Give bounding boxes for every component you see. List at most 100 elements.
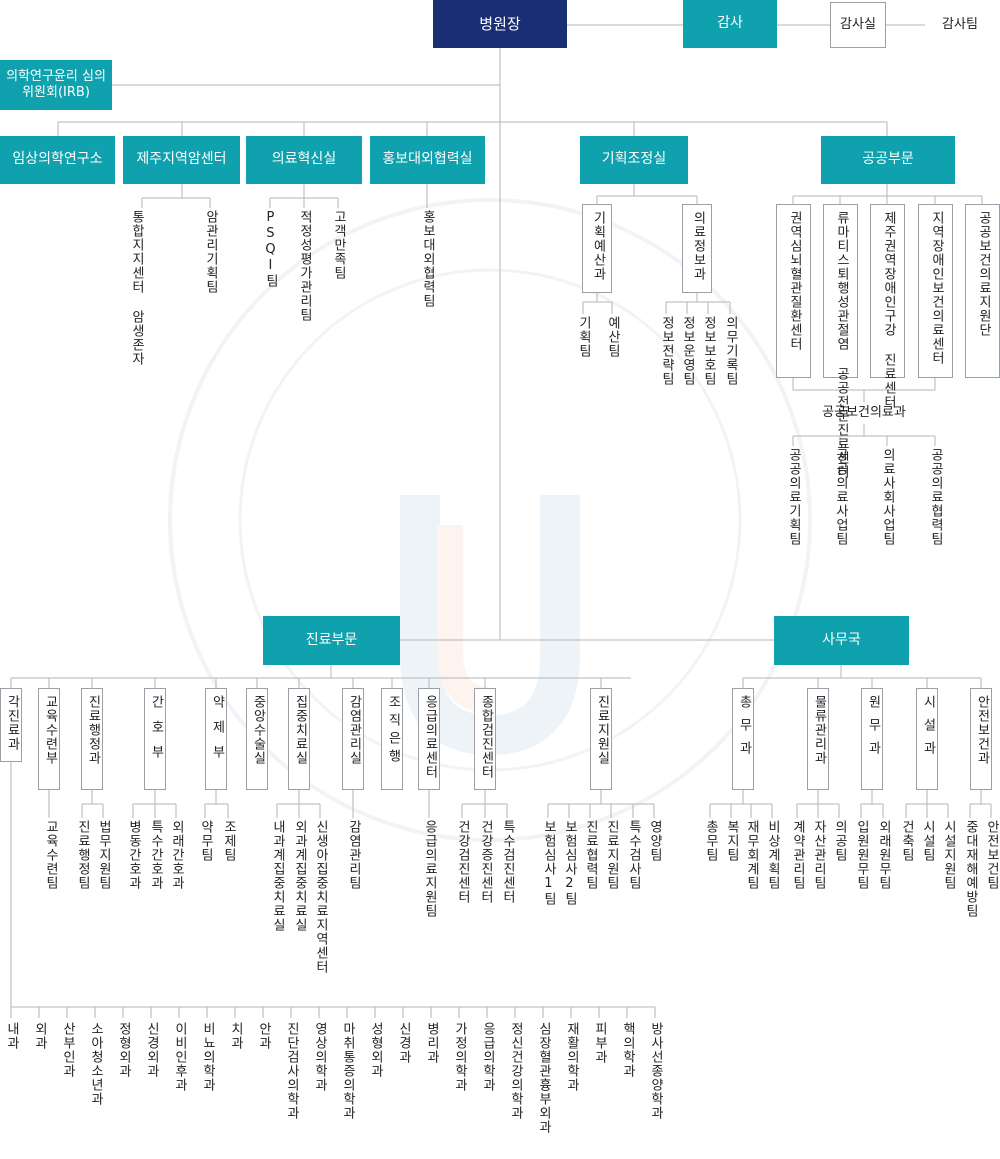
dept-label: 시설과 bbox=[920, 695, 936, 764]
facility-team: 시설팀 bbox=[919, 820, 935, 862]
public-center-disability[interactable]: 지역장애인보건의료센터 bbox=[918, 204, 953, 378]
medical-records-team: 의무기록팀 bbox=[722, 316, 738, 386]
pr-unit: 홍보대외협력팀 bbox=[419, 210, 435, 308]
planning-dept-budget[interactable]: 기획예산과 bbox=[582, 204, 612, 293]
dept-label: 집중치료실 bbox=[292, 695, 308, 765]
planning-dept-info[interactable]: 의료정보과 bbox=[682, 204, 712, 293]
dept-infection[interactable]: 감염관리실 bbox=[342, 688, 364, 790]
clinical-dept-item: 외과 bbox=[31, 1022, 47, 1050]
audit-office-label: 감사실 bbox=[840, 16, 876, 32]
emergency-support-team: 응급의료지원팀 bbox=[421, 820, 437, 918]
dept-emergency[interactable]: 응급의료센터 bbox=[418, 688, 440, 790]
special-checkup-center: 특수검진센터 bbox=[499, 820, 515, 904]
dept-label: 감염관리실 bbox=[346, 695, 362, 765]
ward-nursing-team: 병동간호과 bbox=[125, 820, 141, 890]
dept-safety[interactable]: 안전보건과 bbox=[970, 688, 992, 790]
medical-division-box[interactable]: 진료부문 bbox=[263, 616, 400, 665]
public-center-dental[interactable]: 제주권역장애인구강 진료센터 bbox=[870, 204, 905, 409]
dept-patient-affairs[interactable]: 원무과 bbox=[861, 688, 883, 790]
dept-label: 응급의료센터 bbox=[422, 695, 438, 779]
director-label: 병원장 bbox=[479, 14, 521, 33]
clinical-support-team: 진료지원팀 bbox=[603, 820, 619, 890]
public-center-cardio[interactable]: 권역심뇌혈관질환센터 bbox=[776, 204, 811, 378]
division-clinical-research[interactable]: 임상의학연구소 bbox=[0, 136, 115, 184]
clinical-dept-item: 응급의학과 bbox=[479, 1022, 495, 1092]
dept-checkup[interactable]: 종합검진센터 bbox=[474, 688, 496, 790]
public-team-planning: 공공의료기획팀 bbox=[785, 448, 801, 546]
clinical-dept-item: 가정의학과 bbox=[451, 1022, 467, 1092]
irb-box[interactable]: 의학연구윤리 심의위원회(IRB) bbox=[0, 60, 112, 110]
welfare-team: 복지팀 bbox=[723, 820, 739, 862]
clinical-dept-item: 성형외과 bbox=[367, 1022, 383, 1078]
dept-label: 종합검진센터 bbox=[478, 695, 494, 779]
outpatient-nursing-team: 외래간호과 bbox=[168, 820, 184, 890]
dept-medical-admin[interactable]: 진료행정과 bbox=[81, 688, 103, 790]
general-affairs-team: 총무팀 bbox=[702, 820, 718, 862]
dept-support[interactable]: 진료지원실 bbox=[590, 688, 612, 790]
facility-support-team: 시설지원팀 bbox=[940, 820, 956, 890]
division-innovation[interactable]: 의료혁신실 bbox=[246, 136, 362, 184]
biomedical-team: 의공팀 bbox=[831, 820, 847, 862]
center-label: 제주권역장애인구강 진료센터 bbox=[880, 211, 896, 409]
audit-office-box[interactable]: 감사실 bbox=[830, 2, 886, 48]
irb-label: 의학연구윤리 심의위원회(IRB) bbox=[6, 68, 106, 100]
dept-label: 진료행정과 bbox=[85, 695, 101, 765]
division-label: 공공부문 bbox=[862, 151, 914, 168]
construction-team: 건축팀 bbox=[898, 820, 914, 862]
audit-box[interactable]: 감사 bbox=[683, 0, 777, 48]
admin-office-label: 사무국 bbox=[822, 631, 861, 648]
clinical-dept-item: 치과 bbox=[227, 1022, 243, 1050]
division-cancer-center[interactable]: 제주지역암센터 bbox=[123, 136, 240, 184]
dept-nursing[interactable]: 간호부 bbox=[144, 688, 166, 790]
division-public[interactable]: 공공부문 bbox=[821, 136, 955, 184]
dept-facility[interactable]: 시설과 bbox=[916, 688, 938, 790]
center-label: 지역장애인보건의료센터 bbox=[928, 211, 944, 365]
medical-icu-team: 내과계집중치료실 bbox=[269, 820, 285, 932]
dept-tissue-bank[interactable]: 조직은행 bbox=[381, 688, 403, 790]
admin-office-box[interactable]: 사무국 bbox=[774, 616, 909, 665]
division-planning[interactable]: 기획조정실 bbox=[580, 136, 688, 184]
public-team-project: 공공의료사업팀 bbox=[832, 448, 848, 546]
inpatient-affairs-team: 입원원무팀 bbox=[853, 820, 869, 890]
emergency-planning-team: 비상계획팀 bbox=[764, 820, 780, 890]
planning-team: 기획팀 bbox=[575, 316, 591, 358]
public-team-cooperation: 공공의료협력팀 bbox=[927, 448, 943, 546]
dispensing-team: 조제팀 bbox=[220, 820, 236, 862]
division-pr[interactable]: 홍보대외협력실 bbox=[370, 136, 485, 184]
public-center-support[interactable]: 공공보건의료지원단 bbox=[965, 204, 1000, 378]
clinical-dept-item: 신경외과 bbox=[143, 1022, 159, 1078]
dept-education[interactable]: 교육수련부 bbox=[38, 688, 60, 790]
clinical-dept-item: 비뇨의학과 bbox=[199, 1022, 215, 1092]
public-center-rheumatism[interactable]: 류마티스퇴행성관절염 공공전문진료센터 bbox=[823, 204, 858, 479]
budget-team: 예산팀 bbox=[604, 316, 620, 358]
infection-team: 감염관리팀 bbox=[345, 820, 361, 890]
clinical-dept-item: 마취통증의학과 bbox=[339, 1022, 355, 1120]
audit-team-label: 감사팀 bbox=[942, 16, 978, 32]
clinical-dept-item: 산부인과 bbox=[59, 1022, 75, 1078]
clinical-dept-item: 정형외과 bbox=[115, 1022, 131, 1078]
dept-logistics[interactable]: 물류관리과 bbox=[807, 688, 829, 790]
dept-surgery[interactable]: 중앙수술실 bbox=[246, 688, 268, 790]
director-box[interactable]: 병원장 bbox=[433, 0, 567, 48]
public-team-social: 의료사회사업팀 bbox=[879, 448, 895, 546]
dept-icu[interactable]: 집중치료실 bbox=[288, 688, 310, 790]
dept-clinical[interactable]: 각진료과 bbox=[0, 688, 22, 762]
dept-general-affairs[interactable]: 총무과 bbox=[732, 688, 754, 790]
clinical-dept-item: 정신건강의학과 bbox=[507, 1022, 523, 1120]
dept-label: 의료정보과 bbox=[690, 211, 706, 281]
health-promotion-center: 건강증진센터 bbox=[477, 820, 493, 904]
dept-label: 진료지원실 bbox=[594, 695, 610, 765]
dept-label: 물류관리과 bbox=[811, 695, 827, 765]
dept-pharmacy[interactable]: 약제부 bbox=[205, 688, 227, 790]
legal-team: 법무지원팀 bbox=[95, 820, 111, 890]
innovation-unit-evaluation: 적정성평가관리팀 bbox=[296, 210, 312, 322]
health-checkup-center: 건강검진센터 bbox=[454, 820, 470, 904]
center-label: 류마티스퇴행성관절염 공공전문진료센터 bbox=[833, 211, 849, 479]
cooperation-team: 진료협력팀 bbox=[582, 820, 598, 890]
center-label: 공공보건의료지원단 bbox=[975, 211, 991, 337]
pharmacy-team: 약무팀 bbox=[197, 820, 213, 862]
clinical-dept-item: 재활의학과 bbox=[563, 1022, 579, 1092]
medical-admin-team: 진료행정팀 bbox=[74, 820, 90, 890]
audit-label: 감사 bbox=[717, 15, 743, 32]
dept-label: 각진료과 bbox=[4, 695, 20, 751]
